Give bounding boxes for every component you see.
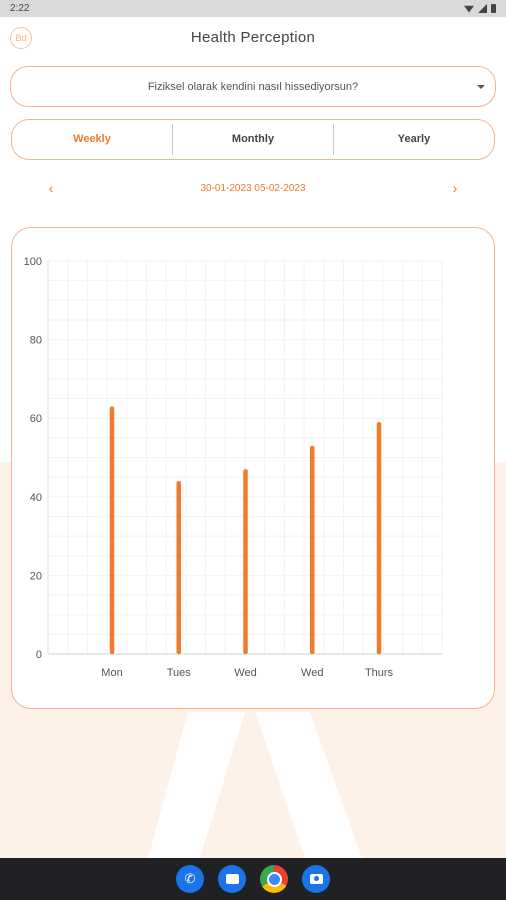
tab-monthly[interactable]: Monthly bbox=[172, 124, 333, 155]
x-tick-label: Wed bbox=[234, 667, 256, 679]
y-tick-label: 20 bbox=[30, 570, 42, 582]
wifi-icon bbox=[464, 5, 474, 13]
y-tick-label: 40 bbox=[30, 492, 42, 504]
dropdown-arrow-icon bbox=[477, 85, 485, 89]
period-tabs: Weekly Monthly Yearly bbox=[11, 119, 495, 160]
chart-bar bbox=[176, 481, 181, 654]
status-time: 2:22 bbox=[10, 3, 30, 14]
x-tick-label: Wed bbox=[301, 667, 323, 679]
android-dock: ✆ bbox=[0, 858, 506, 900]
status-bar: 2:22 bbox=[0, 0, 506, 17]
chart-bar bbox=[310, 445, 315, 654]
tab-yearly[interactable]: Yearly bbox=[333, 124, 494, 155]
page-title: Health Perception bbox=[190, 29, 316, 46]
question-dropdown[interactable]: Fiziksel olarak kendini nasıl hissediyor… bbox=[10, 66, 496, 107]
tab-weekly[interactable]: Weekly bbox=[73, 133, 111, 145]
chart-card: 0 20 40 60 80 100 Mon Tues Wed Wed Thurs bbox=[11, 227, 495, 709]
chrome-icon[interactable] bbox=[260, 865, 288, 893]
y-tick-label: 60 bbox=[30, 413, 42, 425]
y-tick-label: 0 bbox=[36, 649, 42, 661]
battery-icon bbox=[491, 4, 496, 13]
app-logo-icon[interactable]: Bd bbox=[10, 27, 32, 49]
bar-chart: 0 20 40 60 80 100 Mon Tues Wed Wed Thurs bbox=[24, 256, 443, 679]
background-figure bbox=[148, 712, 362, 858]
y-tick-label: 100 bbox=[24, 256, 42, 268]
phone-icon[interactable]: ✆ bbox=[176, 865, 204, 893]
x-tick-label: Tues bbox=[167, 667, 192, 679]
question-selected: Fiziksel olarak kendini nasıl hissediyor… bbox=[147, 80, 359, 93]
app-logo-text: Bd bbox=[15, 33, 27, 43]
x-tick-label: Mon bbox=[101, 667, 122, 679]
date-range: 30-01-2023 05-02-2023 bbox=[200, 183, 306, 194]
camera-icon[interactable] bbox=[302, 865, 330, 893]
status-icons bbox=[464, 4, 496, 13]
chart-bar bbox=[243, 469, 248, 654]
x-tick-label: Thurs bbox=[365, 667, 394, 679]
y-tick-label: 80 bbox=[30, 335, 42, 347]
chart-bar bbox=[376, 422, 382, 654]
signal-icon bbox=[478, 4, 487, 13]
prev-week-button[interactable]: ‹ bbox=[48, 180, 54, 196]
next-week-button[interactable]: › bbox=[452, 180, 458, 196]
chart-bar bbox=[109, 406, 115, 654]
messages-icon[interactable] bbox=[218, 865, 246, 893]
